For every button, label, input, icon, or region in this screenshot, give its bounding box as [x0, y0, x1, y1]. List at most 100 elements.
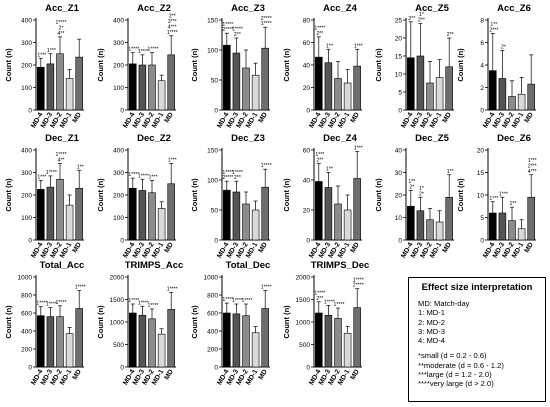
x-tick-label: MD: [72, 368, 83, 381]
bar-md-4: [315, 312, 323, 368]
bar-md-1: [157, 80, 166, 111]
y-tick-label: 50: [211, 208, 219, 215]
bar-md-4: [407, 57, 415, 111]
significance-annotation: 1****: [232, 298, 243, 304]
chart-title: Acc_Z4: [323, 3, 358, 14]
significance-annotation: 1****: [324, 299, 335, 305]
legend-line-4: 4: MD-4: [418, 336, 446, 346]
significance-annotation: 4***: [528, 169, 537, 175]
significance-annotation: 1***: [315, 152, 324, 158]
bar-md-2: [242, 203, 250, 241]
significance-annotation: 4**: [58, 158, 65, 164]
bar-md-3: [416, 55, 425, 111]
chart-title: Total_Acc: [40, 260, 85, 271]
significance-annotation: 1****: [148, 47, 159, 53]
significance-annotation: 2*: [59, 25, 64, 31]
y-axis-label: Count (n): [96, 48, 105, 82]
y-tick-label: 0: [28, 238, 32, 245]
bar-md-2: [148, 64, 156, 111]
y-tick-label: 20: [477, 148, 485, 155]
chart-title: Dec_Z6: [497, 133, 531, 144]
significance-annotation: 1****: [167, 286, 178, 292]
significance-annotation: 2*: [409, 185, 414, 191]
bar-md-4: [129, 187, 137, 241]
significance-annotation: 2**: [316, 158, 323, 164]
y-tick-label: 600: [21, 311, 32, 318]
significance-annotation: 1***: [168, 158, 177, 164]
y-axis-label: Count (n): [96, 305, 105, 339]
bar-md: [261, 186, 269, 241]
bar-md: [167, 183, 175, 241]
chart-title: Acc_Z3: [231, 3, 265, 14]
y-tick-label: 400: [207, 329, 218, 336]
x-tick-label: MD: [164, 111, 175, 124]
y-tick-label: 60: [303, 148, 311, 155]
y-tick-label: 0: [306, 108, 310, 115]
y-tick-label: 30: [395, 170, 403, 177]
bar-md-3: [416, 210, 425, 241]
bar-md: [167, 309, 175, 368]
bar-md-3: [138, 64, 147, 111]
chart-title: TRIMPS_Acc: [125, 260, 184, 271]
bar-md-4: [223, 189, 231, 241]
y-tick-label: 0: [306, 238, 310, 245]
significance-annotation: 1****: [167, 30, 178, 36]
x-tick-label: MD: [350, 368, 361, 381]
y-axis-label: Count (n): [190, 48, 199, 82]
y-tick-label: 400: [21, 148, 32, 155]
y-tick-label: 1000: [110, 320, 125, 327]
significance-annotation: 1****: [232, 170, 243, 176]
significance-annotation: 2*: [501, 44, 506, 50]
bar-md-3: [138, 190, 147, 241]
x-tick-label: MD: [258, 368, 269, 381]
x-tick-label: MD: [524, 241, 535, 254]
y-axis-label: Count (n): [282, 178, 291, 212]
significance-annotation: 2**: [418, 18, 425, 24]
significance-annotation: 2***: [489, 28, 498, 34]
chart-title: Acc_Z2: [137, 3, 171, 14]
bar-md-3: [46, 316, 55, 368]
bar-md-2: [334, 78, 342, 111]
significance-annotation: 1****: [334, 302, 345, 308]
y-tick-label: 5: [398, 90, 402, 97]
significance-annotation: 1****: [222, 297, 233, 303]
y-tick-label: 400: [113, 148, 124, 155]
chart-panel-total-dec: Total_Dec Count (n) 0 200 400 600 800 1000 1****…: [190, 260, 272, 386]
significance-annotation: 1****: [314, 25, 325, 31]
bar-md-1: [251, 332, 260, 368]
x-tick-label: MD: [164, 241, 175, 254]
y-tick-label: 0: [120, 238, 124, 245]
y-tick-label: 300: [113, 170, 124, 177]
legend-effect-small: *small (d = 0.2 - 0.6): [418, 351, 487, 361]
chart-title: Acc_Z1: [45, 3, 80, 14]
legend-line-md: MD: Match-day: [418, 299, 470, 308]
bar-md-3: [232, 52, 241, 111]
y-tick-label: 4: [480, 63, 484, 70]
chart-title: Dec_Z1: [45, 133, 80, 144]
significance-annotation: 1****: [56, 152, 67, 158]
y-tick-label: 8: [480, 18, 484, 25]
significance-annotation: 1****: [46, 302, 57, 308]
y-axis-label: Count (n): [190, 305, 199, 339]
bar-md: [445, 196, 453, 241]
significance-annotation: 1****: [353, 277, 364, 283]
bar-md: [445, 66, 453, 111]
bar-md-2: [426, 219, 434, 241]
bar-md: [261, 47, 269, 111]
bar-md-1: [157, 208, 166, 241]
bar-md-1: [157, 333, 166, 368]
y-tick-label: 100: [21, 85, 32, 92]
y-tick-label: 10: [395, 72, 403, 79]
bar-md-3: [232, 191, 241, 241]
y-tick-label: 2: [480, 85, 484, 92]
significance-annotation: 1****: [46, 170, 57, 176]
legend-line-1: 1: MD-1: [418, 308, 446, 318]
chart-title: TRIMPS_Dec: [311, 260, 370, 271]
significance-annotation: 2*: [419, 191, 424, 197]
y-tick-label: 0: [480, 108, 484, 115]
